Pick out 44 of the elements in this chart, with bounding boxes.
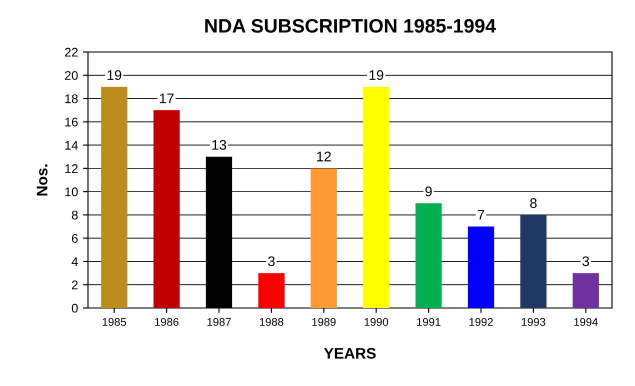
- data-label: 8: [530, 198, 537, 208]
- y-tick-label: 20: [65, 71, 78, 80]
- bar: [154, 110, 180, 308]
- x-tick-label: 1990: [364, 318, 388, 326]
- y-tick-label: 14: [65, 141, 78, 150]
- data-label: 9: [425, 186, 432, 196]
- x-tick-label: 1987: [207, 318, 231, 326]
- bar: [572, 273, 599, 308]
- bar: [101, 86, 128, 308]
- y-tick-label: 8: [72, 210, 78, 220]
- x-tick-label: 1994: [574, 318, 598, 326]
- y-tick-label: 4: [72, 257, 78, 266]
- x-tick-label: 1989: [312, 318, 336, 326]
- bar: [468, 226, 494, 308]
- x-axis-title: YEARS: [324, 348, 376, 359]
- x-tick-label: 1993: [522, 318, 546, 326]
- y-tick-label: 2: [72, 280, 78, 290]
- y-axis-title: Nos.: [36, 164, 48, 196]
- bar: [520, 214, 546, 308]
- y-tick-label: 18: [65, 94, 78, 104]
- data-label: 19: [108, 70, 122, 80]
- y-tick-label: 12: [65, 164, 78, 173]
- bar: [258, 273, 284, 308]
- x-tick-label: 1985: [102, 318, 126, 326]
- y-tick-label: 10: [65, 187, 78, 196]
- y-tick-label: 0: [72, 304, 78, 313]
- data-label: 3: [268, 256, 275, 266]
- data-label: 19: [370, 70, 384, 80]
- data-label: 12: [317, 152, 331, 162]
- y-tick-label: 16: [65, 118, 78, 126]
- data-label: 17: [160, 94, 174, 104]
- data-label: 3: [582, 256, 590, 266]
- y-tick-label: 22: [65, 48, 78, 57]
- x-tick-label: 1986: [155, 318, 178, 326]
- bar: [363, 86, 390, 308]
- y-tick-label: 6: [72, 234, 78, 243]
- bar: [310, 168, 337, 308]
- chart-title: NDA SUBSCRIPTION 1985-1994: [205, 18, 496, 33]
- x-tick-label: 1988: [260, 318, 284, 326]
- x-tick-label: 1991: [417, 318, 440, 326]
- data-label: 7: [478, 210, 484, 220]
- x-tick-label: 1992: [469, 318, 493, 326]
- data-label: 13: [212, 140, 226, 150]
- bar: [416, 203, 442, 308]
